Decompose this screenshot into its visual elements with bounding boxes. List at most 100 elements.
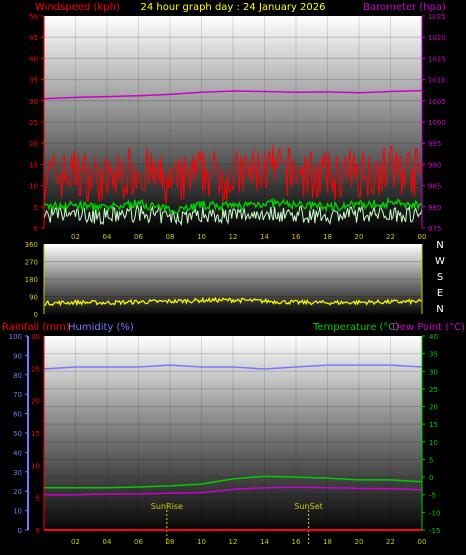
chart1-ytick-right: 975 <box>428 225 441 233</box>
chart1-xtick: 04 <box>103 233 112 241</box>
chart3-ytick-humidity: 70 <box>13 391 22 399</box>
chart3-ytick-rain: 0 <box>36 527 40 535</box>
chart3-xtick: 22 <box>386 538 395 546</box>
wind-gust-line <box>43 203 423 227</box>
chart1-axes: 0510152025303540455097598098599099510001… <box>29 13 446 241</box>
chart3-ylabel-dewpoint: Dew Point (°C) <box>392 322 465 333</box>
chart3-ytick-temp: -5 <box>429 492 436 500</box>
chart2-compass-label: W <box>435 256 445 267</box>
chart3-ytick-humidity: 60 <box>13 411 22 419</box>
chart1-xtick: 08 <box>166 233 175 241</box>
chart3-ytick-rain: 15 <box>31 430 40 438</box>
chart3-xtick: 06 <box>134 538 143 546</box>
humidity-line <box>43 364 423 370</box>
sunrise-label: SunRise <box>151 502 183 511</box>
chart3-ylabel-humidity: Humidity (%) <box>68 322 134 333</box>
chart3-xtick: 00 <box>418 538 427 546</box>
chart2-compass-label: N <box>436 304 443 315</box>
chart1-xtick: 12 <box>229 233 238 241</box>
chart3-ylabel-rainfall: Rainfall (mm) <box>2 322 70 333</box>
chart3-ytick-rain: 30 <box>31 333 40 341</box>
chart1-ytick-right: 1015 <box>428 55 446 63</box>
chart3-xtick: 10 <box>197 538 206 546</box>
chart1-xtick: 02 <box>71 233 80 241</box>
chart3-ytick-temp: 25 <box>429 386 438 394</box>
chart2-marks <box>43 296 423 307</box>
barometer-line <box>43 89 423 100</box>
chart2-ytick: 0 <box>34 311 38 319</box>
chart2-compass-label: E <box>437 288 443 299</box>
chart2-compass-label: N <box>436 240 443 251</box>
temperature-line <box>44 475 423 489</box>
chart3-ytick-humidity: 90 <box>13 352 22 360</box>
chart2-grid <box>44 261 422 297</box>
sunset-label: SunSet <box>294 502 322 511</box>
chart1-title: 24 hour graph day : 24 January 2026 <box>141 2 326 13</box>
chart1-ytick-right: 1025 <box>428 13 446 21</box>
chart3-xtick: 04 <box>103 538 112 546</box>
chart1-ytick-left: 0 <box>34 225 38 233</box>
chart3-ytick-temp: 20 <box>429 404 438 412</box>
chart3-ytick-rain: 25 <box>31 365 40 373</box>
chart3-xtick: 02 <box>71 538 80 546</box>
chart3-xtick: 14 <box>260 538 269 546</box>
chart3-ytick-humidity: 30 <box>13 469 22 477</box>
chart1-ytick-left: 15 <box>29 161 38 169</box>
chart3-ytick-rain: 10 <box>31 462 40 470</box>
chart1-xtick: 16 <box>292 233 301 241</box>
chart3-ytick-temp: 10 <box>429 439 438 447</box>
chart3-ytick-temp: 30 <box>429 368 438 376</box>
chart3-ytick-humidity: 10 <box>13 508 22 516</box>
chart1-ytick-right: 1000 <box>428 119 446 127</box>
chart1-ytick-left: 40 <box>29 55 38 63</box>
chart1-xtick: 22 <box>386 233 395 241</box>
chart1-ytick-left: 10 <box>29 183 38 191</box>
chart3-ytick-humidity: 100 <box>9 333 22 341</box>
chart1-marks <box>43 89 423 227</box>
chart1-ytick-right: 1005 <box>428 98 446 106</box>
chart3-ytick-temp: -15 <box>429 527 440 535</box>
chart3-ytick-temp: 40 <box>429 333 438 341</box>
chart1-ytick-right: 1010 <box>428 77 446 85</box>
chart3-ytick-temp: -10 <box>429 509 440 517</box>
chart3-ytick-humidity: 0 <box>18 527 22 535</box>
chart3-ytick-humidity: 80 <box>13 372 22 380</box>
chart3-ytick-temp: 5 <box>429 456 433 464</box>
chart3-axes: 0102030405060708090100051015202530-15-10… <box>9 333 441 546</box>
chart1-ytick-left: 20 <box>29 140 38 148</box>
chart1-ylabel-left: Windspeed (kph) <box>35 2 120 13</box>
chart1-xtick: 14 <box>260 233 269 241</box>
wind-average-line <box>43 196 423 215</box>
windspeed-line <box>43 144 423 204</box>
chart2-ytick: 90 <box>29 294 38 302</box>
chart2-ytick: 360 <box>25 241 38 249</box>
chart1-ytick-left: 5 <box>34 204 38 212</box>
chart1-ytick-left: 35 <box>29 77 38 85</box>
chart3-xtick: 16 <box>292 538 301 546</box>
chart1-ytick-left: 45 <box>29 34 38 42</box>
chart1-xtick: 00 <box>418 233 427 241</box>
chart1-ytick-left: 25 <box>29 119 38 127</box>
chart1-xtick: 18 <box>323 233 332 241</box>
chart1-ytick-left: 50 <box>29 13 38 21</box>
chart2-ytick: 270 <box>25 259 38 267</box>
chart1-xtick: 20 <box>355 233 364 241</box>
chart3-xtick: 18 <box>323 538 332 546</box>
chart3-xtick: 12 <box>229 538 238 546</box>
chart2-compass-label: S <box>437 272 443 283</box>
chart3-ylabel-temperature: Temperature (°C) <box>312 322 399 333</box>
chart3-marks: SunRise SunSet <box>43 364 423 544</box>
chart3-xtick: 08 <box>166 538 175 546</box>
chart1-ytick-right: 980 <box>428 204 441 212</box>
chart1-xtick: 06 <box>134 233 143 241</box>
chart3-ytick-temp: 0 <box>429 474 433 482</box>
chart1-ytick-right: 985 <box>428 183 441 191</box>
chart3-ytick-humidity: 50 <box>13 430 22 438</box>
chart3-ytick-rain: 5 <box>36 495 40 503</box>
chart2-ytick: 180 <box>25 276 38 284</box>
chart3-ytick-temp: 35 <box>429 351 438 359</box>
chart3-ytick-rain: 20 <box>31 398 40 406</box>
chart3-ytick-humidity: 40 <box>13 449 22 457</box>
chart3-ytick-temp: 15 <box>429 421 438 429</box>
